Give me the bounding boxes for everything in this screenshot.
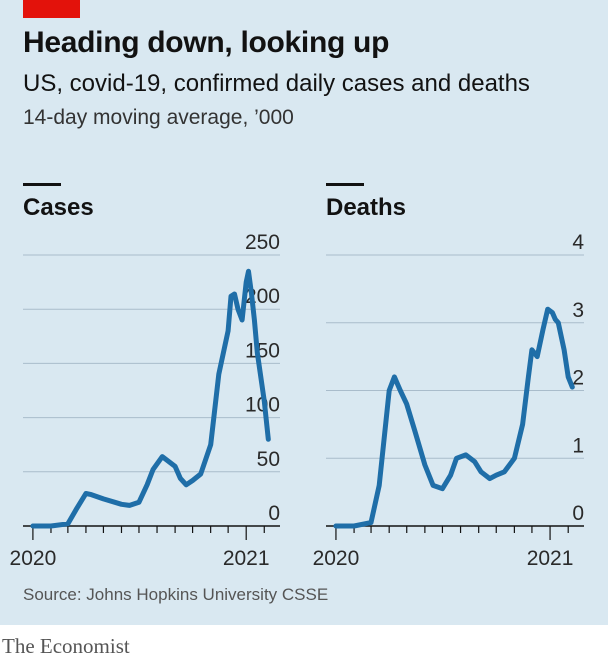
chart-panel-background	[0, 0, 608, 625]
deaths-y-tick-label: 2	[572, 367, 584, 390]
cases-y-tick-label: 150	[245, 339, 280, 362]
chart-title: Heading down, looking up	[23, 26, 390, 59]
brand-logo-text: The Economist	[2, 634, 130, 658]
cases-series-line	[30, 268, 271, 529]
cases-x-tick-label: 2020	[10, 547, 57, 570]
deaths-y-tick-label: 0	[572, 502, 584, 525]
source-note: Source: Johns Hopkins University CSSE	[23, 585, 329, 604]
cases-title-bar	[23, 183, 61, 186]
cases-y-tick-label: 50	[257, 448, 280, 471]
deaths-y-tick-label: 3	[572, 299, 584, 322]
cases-panel-title: Cases	[23, 194, 94, 221]
deaths-x-tick-label: 2021	[527, 547, 574, 570]
deaths-y-tick-label: 1	[572, 434, 584, 457]
deaths-series-line	[333, 306, 575, 529]
deaths-panel-title: Deaths	[326, 194, 406, 221]
cases-y-tick-label: 250	[245, 231, 280, 254]
cases-y-tick-label: 0	[268, 502, 280, 525]
deaths-x-tick-label: 2020	[313, 547, 360, 570]
brand-red-tag	[23, 0, 80, 18]
chart-subtitle: US, covid-19, confirmed daily cases and …	[23, 70, 530, 97]
deaths-title-bar	[326, 183, 364, 186]
chart-note: 14-day moving average, ’000	[23, 106, 294, 129]
cases-x-tick-label: 2021	[223, 547, 270, 570]
deaths-y-tick-label: 4	[572, 231, 584, 254]
